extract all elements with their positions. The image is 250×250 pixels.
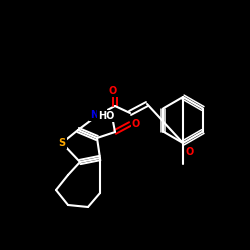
- Text: HO: HO: [98, 111, 114, 121]
- Text: O: O: [186, 147, 194, 157]
- Text: NH: NH: [90, 110, 106, 120]
- Text: S: S: [58, 138, 66, 148]
- Text: O: O: [109, 86, 117, 96]
- Text: O: O: [132, 119, 140, 129]
